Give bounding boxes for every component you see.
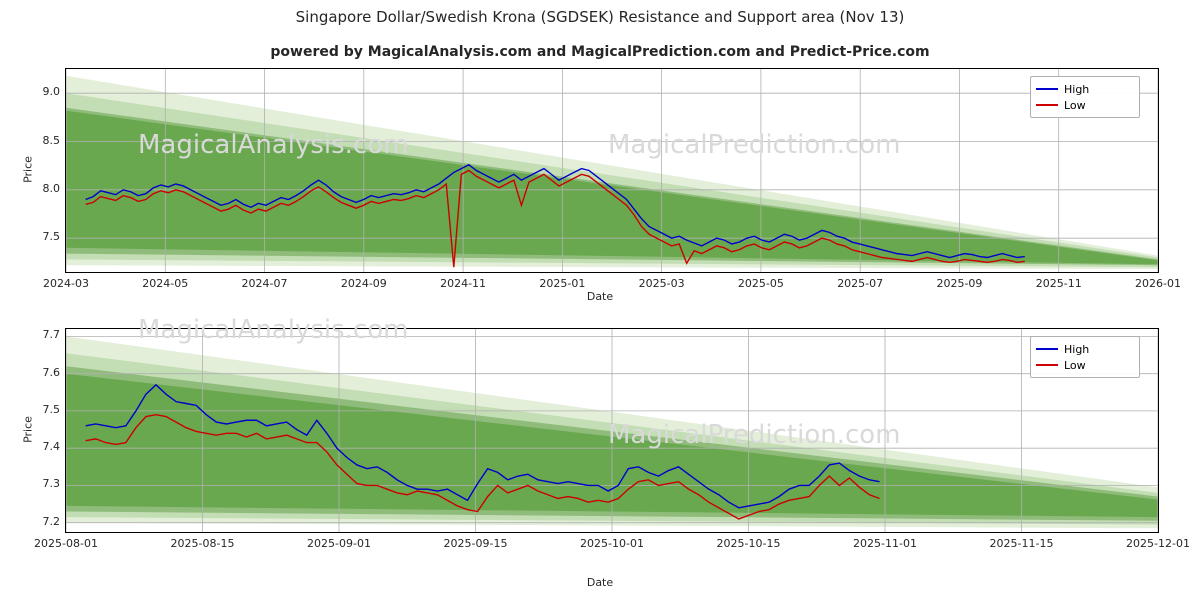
page-subtitle: powered by MagicalAnalysis.com and Magic…: [270, 44, 930, 60]
x-tick-label: 2024-11: [440, 277, 487, 290]
bottom-legend: High Low: [1030, 336, 1140, 378]
y-tick-label: 9.0: [42, 85, 61, 99]
legend-row-high: High: [1036, 341, 1132, 357]
x-tick-label: 2025-10-01: [580, 537, 644, 550]
top-legend: High Low: [1030, 76, 1140, 118]
x-tick-label: 2025-08-15: [170, 537, 235, 550]
x-tick-label: 2025-07: [837, 277, 884, 290]
x-tick-label: 2025-08-01: [34, 537, 98, 550]
series-line-low: [85, 413, 880, 520]
x-tick-label: 2025-10-15: [716, 537, 781, 550]
legend-line-high: [1036, 348, 1058, 350]
legend-line-low: [1036, 104, 1058, 106]
x-tick-label: 2025-12-01: [1126, 537, 1190, 550]
x-tick-label: 2024-03: [43, 277, 89, 290]
legend-label-low: Low: [1064, 358, 1086, 372]
bottom-x-axis-label: Date: [586, 576, 614, 589]
x-tick-label: 2025-09: [936, 277, 983, 290]
legend-row-high: High: [1036, 81, 1132, 97]
y-tick-label: 7.4: [42, 440, 61, 454]
y-tick-label: 7.5: [42, 402, 61, 416]
legend-row-low: Low: [1036, 357, 1132, 373]
y-tick-label: 7.7: [42, 328, 61, 342]
top-plot-area: [65, 68, 1159, 273]
x-tick-label: 2025-11-01: [853, 537, 917, 550]
x-tick-label: 2024-07: [241, 277, 288, 290]
y-tick-label: 7.6: [42, 365, 61, 379]
bottom-plot-area: [65, 328, 1159, 533]
legend-row-low: Low: [1036, 97, 1132, 113]
series-line-low: [85, 169, 1025, 268]
x-tick-label: 2024-09: [340, 277, 387, 290]
page-title: Singapore Dollar/Swedish Krona (SGDSEK) …: [295, 8, 905, 26]
legend-label-high: High: [1064, 342, 1090, 356]
top-x-axis-label: Date: [586, 290, 614, 303]
x-tick-label: 2025-09-01: [307, 537, 371, 550]
bottom-panel: Price Date 7.2 7.3 7.4 7.5 7.6 7.7 2025-08-01…: [0, 310, 1200, 600]
x-tick-label: 2025-11: [1035, 277, 1082, 290]
series-line-high: [85, 383, 880, 509]
x-tick-label: 2025-09-15: [443, 537, 508, 550]
legend-line-low: [1036, 364, 1058, 366]
x-tick-label: 2026-01: [1135, 277, 1181, 290]
legend-label-high: High: [1064, 82, 1090, 96]
x-tick-label: 2025-05: [737, 277, 784, 290]
y-tick-label: 8.5: [42, 133, 61, 147]
x-tick-label: 2025-11-15: [989, 537, 1054, 550]
y-tick-label: 7.3: [42, 477, 61, 491]
x-tick-label: 2025-01: [539, 277, 586, 290]
y-tick-label: 8.0: [42, 181, 61, 195]
legend-label-low: Low: [1064, 98, 1086, 112]
legend-line-high: [1036, 88, 1058, 90]
x-tick-label: 2024-05: [142, 277, 189, 290]
series-line-high: [85, 163, 1025, 259]
y-tick-label: 7.5: [42, 230, 61, 244]
y-tick-label: 7.2: [42, 514, 61, 528]
top-panel: Price Date 7.5 8.0 8.5 9.0 2024-03 2024-05 20…: [22, 68, 1181, 303]
x-tick-label: 2025-03: [638, 277, 685, 290]
